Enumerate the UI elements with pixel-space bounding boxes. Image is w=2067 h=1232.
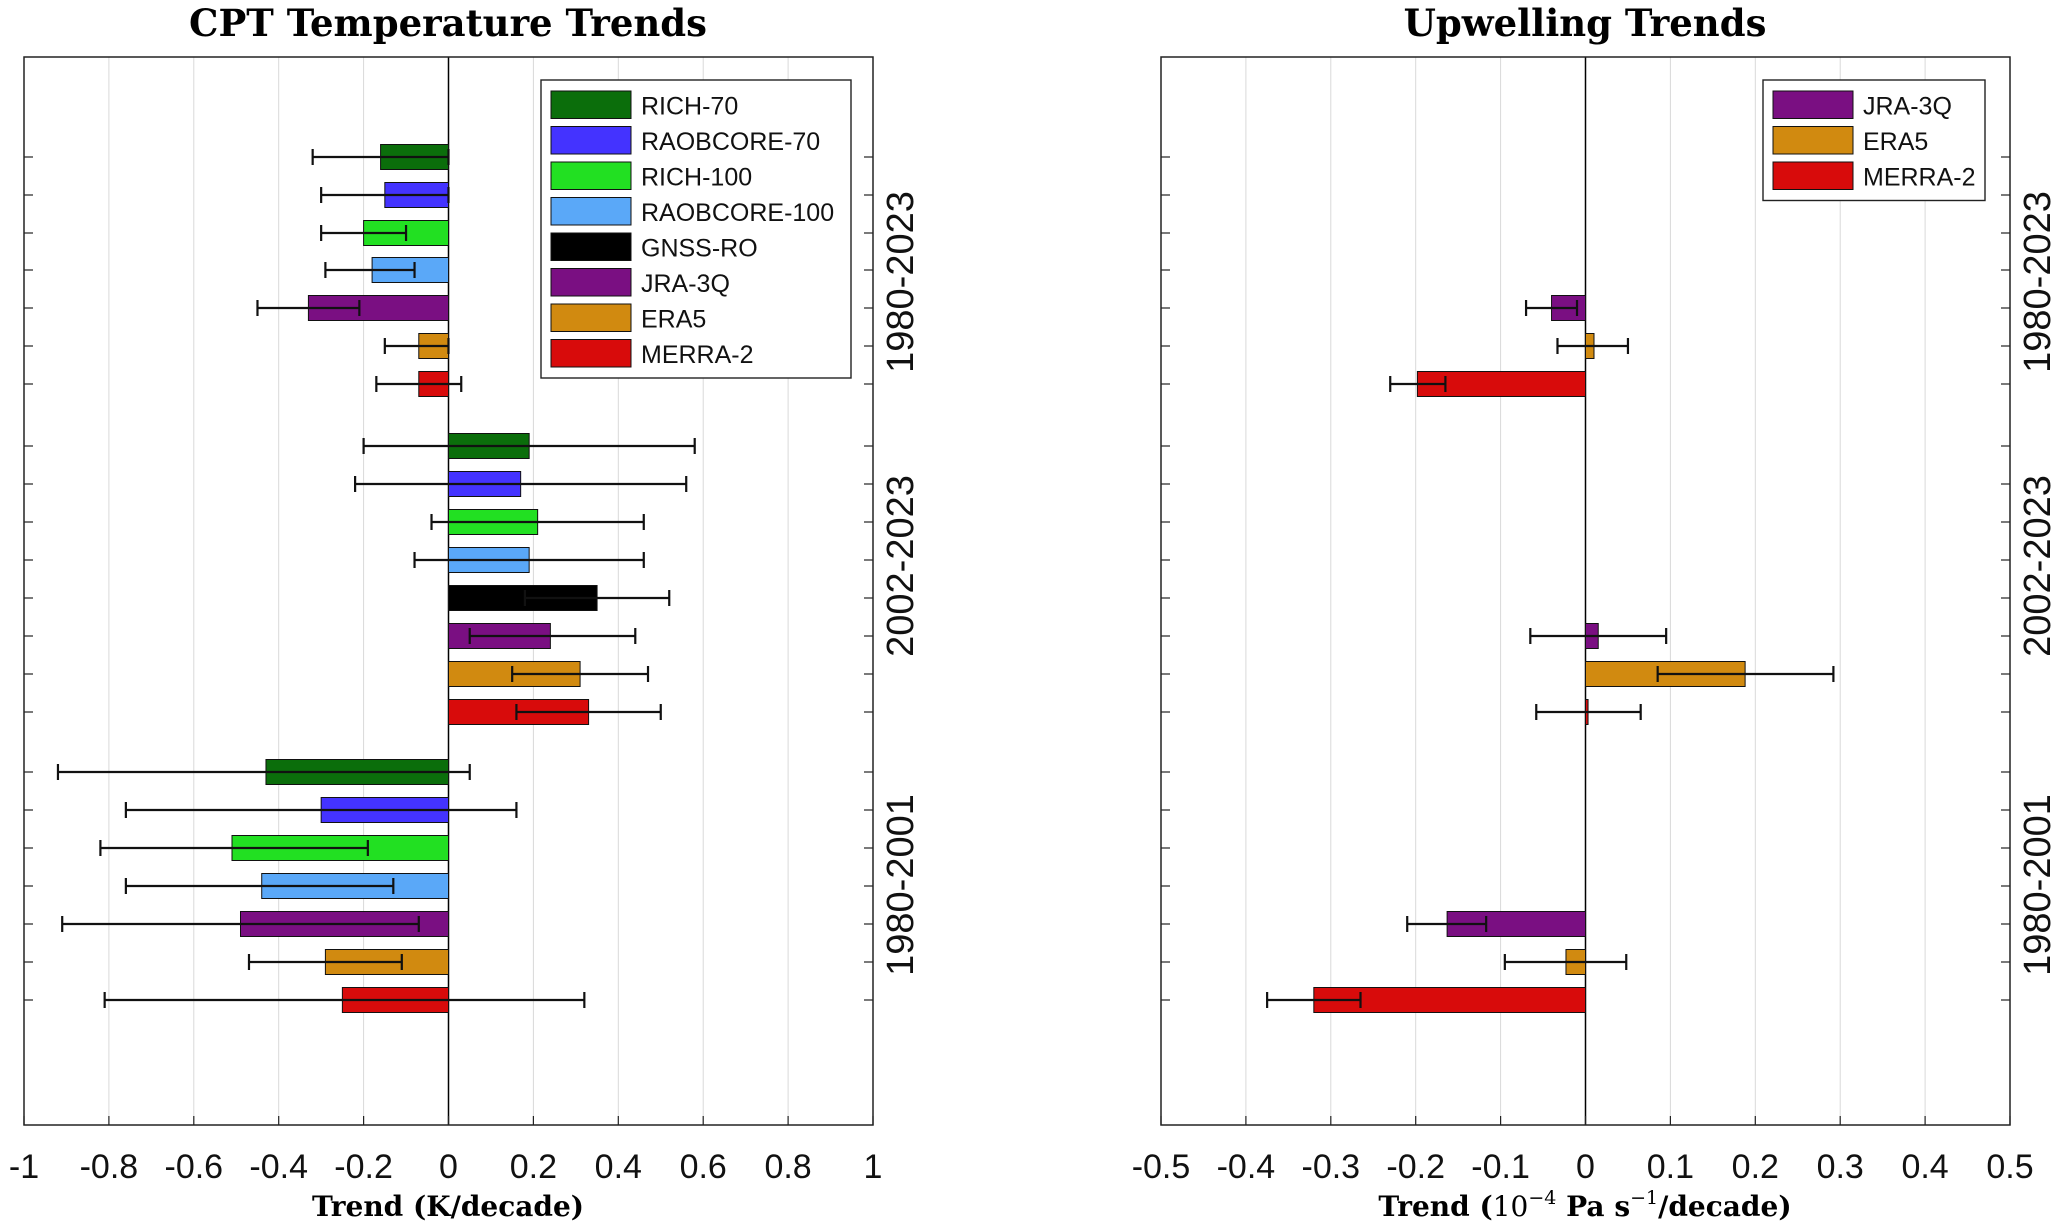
left-x-tick-label: 0.4 xyxy=(595,1148,642,1186)
right-xlabel-base: 10 xyxy=(1493,1190,1529,1223)
right-xlabel-units: Pa s xyxy=(1556,1190,1630,1223)
right-x-tick-label: -0.5 xyxy=(1132,1148,1191,1186)
right-period-label: 1980-2023 xyxy=(2017,191,2059,373)
right-x-tick-label: -0.3 xyxy=(1302,1148,1361,1186)
left-legend-label: RICH-70 xyxy=(641,93,738,121)
right-chart-title: Upwelling Trends xyxy=(1404,1,1767,45)
right-legend-swatch xyxy=(1772,161,1854,190)
right-period-label: 1980-2001 xyxy=(2017,794,2059,976)
left-x-tick-label: -0.8 xyxy=(80,1148,139,1186)
left-x-tick-label: 0.6 xyxy=(680,1148,727,1186)
left-legend-label: RICH-100 xyxy=(641,164,752,192)
left-legend-label: RAOBCORE-70 xyxy=(641,128,820,156)
left-legend-label: ERA5 xyxy=(641,306,706,334)
left-bars xyxy=(56,144,696,1013)
left-legend-label: RAOBCORE-100 xyxy=(641,199,834,227)
right-x-tick-label: 0.2 xyxy=(1732,1148,1779,1186)
right-x-tick-label: 0.3 xyxy=(1817,1148,1864,1186)
right-x-tick-label: -0.1 xyxy=(1471,1148,1530,1186)
left-legend-swatch xyxy=(550,161,632,190)
right-x-ticks: -0.5 -0.4 -0.3 -0.2 -0.1 0 0.1 0.2 0.3 0.4 0.5 xyxy=(1132,1116,2034,1186)
left-legend-swatch xyxy=(550,126,632,155)
left-x-tick-label: 0.2 xyxy=(510,1148,557,1186)
right-plot-frame xyxy=(1160,56,2011,1126)
right-x-tick-label: 0 xyxy=(1576,1148,1595,1186)
left-x-tick-label: 0 xyxy=(439,1148,458,1186)
left-legend-swatch xyxy=(550,303,632,332)
left-chart-title: CPT Temperature Trends xyxy=(189,1,707,45)
right-x-tick-label: -0.4 xyxy=(1217,1148,1276,1186)
right-x-axis-label: Trend (10−4 Pa s−1/decade) xyxy=(1378,1187,1791,1223)
left-legend-swatch xyxy=(550,268,632,297)
right-x-tick-label: -0.2 xyxy=(1386,1148,1445,1186)
right-x-tick-label: 0.4 xyxy=(1901,1148,1948,1186)
left-legend-swatch xyxy=(550,232,632,261)
right-period-labels: 1980-2023 2002-2023 1980-2001 xyxy=(2017,191,2059,976)
left-period-label: 1980-2001 xyxy=(880,794,922,976)
right-xlabel-end: /decade) xyxy=(1658,1190,1791,1223)
cpt-temperature-panel: CPT Temperature Trends -1 -0.8 -0.6 -0.4 -0.… xyxy=(9,1,922,1223)
left-legend-label: JRA-3Q xyxy=(641,270,730,298)
right-bars xyxy=(1266,295,1835,1013)
right-legend-swatch xyxy=(1772,90,1854,119)
left-legend-label: GNSS-RO xyxy=(641,235,758,263)
left-x-tick-label: -0.4 xyxy=(249,1148,308,1186)
right-legend: JRA-3Q ERA5 MERRA-2 xyxy=(1762,79,1986,202)
upwelling-panel: Upwelling Trends -0.5 -0.4 -0.3 -0.2 -0.1 0 0.… xyxy=(1132,1,2059,1223)
left-x-tick-label: -0.6 xyxy=(165,1148,224,1186)
right-x-tick-label: 0.5 xyxy=(1986,1148,2033,1186)
left-legend-swatch xyxy=(550,339,632,368)
left-legend-label: MERRA-2 xyxy=(641,341,754,369)
left-x-axis-label: Trend (K/decade) xyxy=(312,1190,584,1223)
right-xlabel-exp2: −1 xyxy=(1630,1187,1658,1209)
left-x-tick-label: -1 xyxy=(9,1148,39,1186)
right-legend-label: MERRA-2 xyxy=(1863,164,1976,192)
left-legend-swatch xyxy=(550,90,632,119)
left-period-labels: 1980-2023 2002-2023 1980-2001 xyxy=(880,191,922,976)
left-period-label: 2002-2023 xyxy=(880,475,922,657)
left-x-ticks: -1 -0.8 -0.6 -0.4 -0.2 0 0.2 0.4 0.6 0.8 1 xyxy=(9,1116,883,1186)
right-period-label: 2002-2023 xyxy=(2017,475,2059,657)
left-x-tick-label: 0.8 xyxy=(764,1148,811,1186)
right-legend-swatch xyxy=(1772,126,1854,155)
left-x-tick-label: -0.2 xyxy=(334,1148,393,1186)
right-xlabel-main: Trend ( xyxy=(1378,1190,1492,1223)
left-period-label: 1980-2023 xyxy=(880,191,922,373)
left-legend-swatch xyxy=(550,197,632,226)
left-legend: RICH-70 RAOBCORE-70 RICH-100 RAOBCORE-100 GN… xyxy=(540,79,852,379)
left-x-tick-label: 1 xyxy=(864,1148,883,1186)
right-x-tick-label: 0.1 xyxy=(1647,1148,1694,1186)
left-plot-frame xyxy=(23,56,874,1126)
right-legend-label: JRA-3Q xyxy=(1863,93,1952,121)
right-legend-label: ERA5 xyxy=(1863,128,1928,156)
right-xlabel-exp: −4 xyxy=(1528,1187,1556,1209)
